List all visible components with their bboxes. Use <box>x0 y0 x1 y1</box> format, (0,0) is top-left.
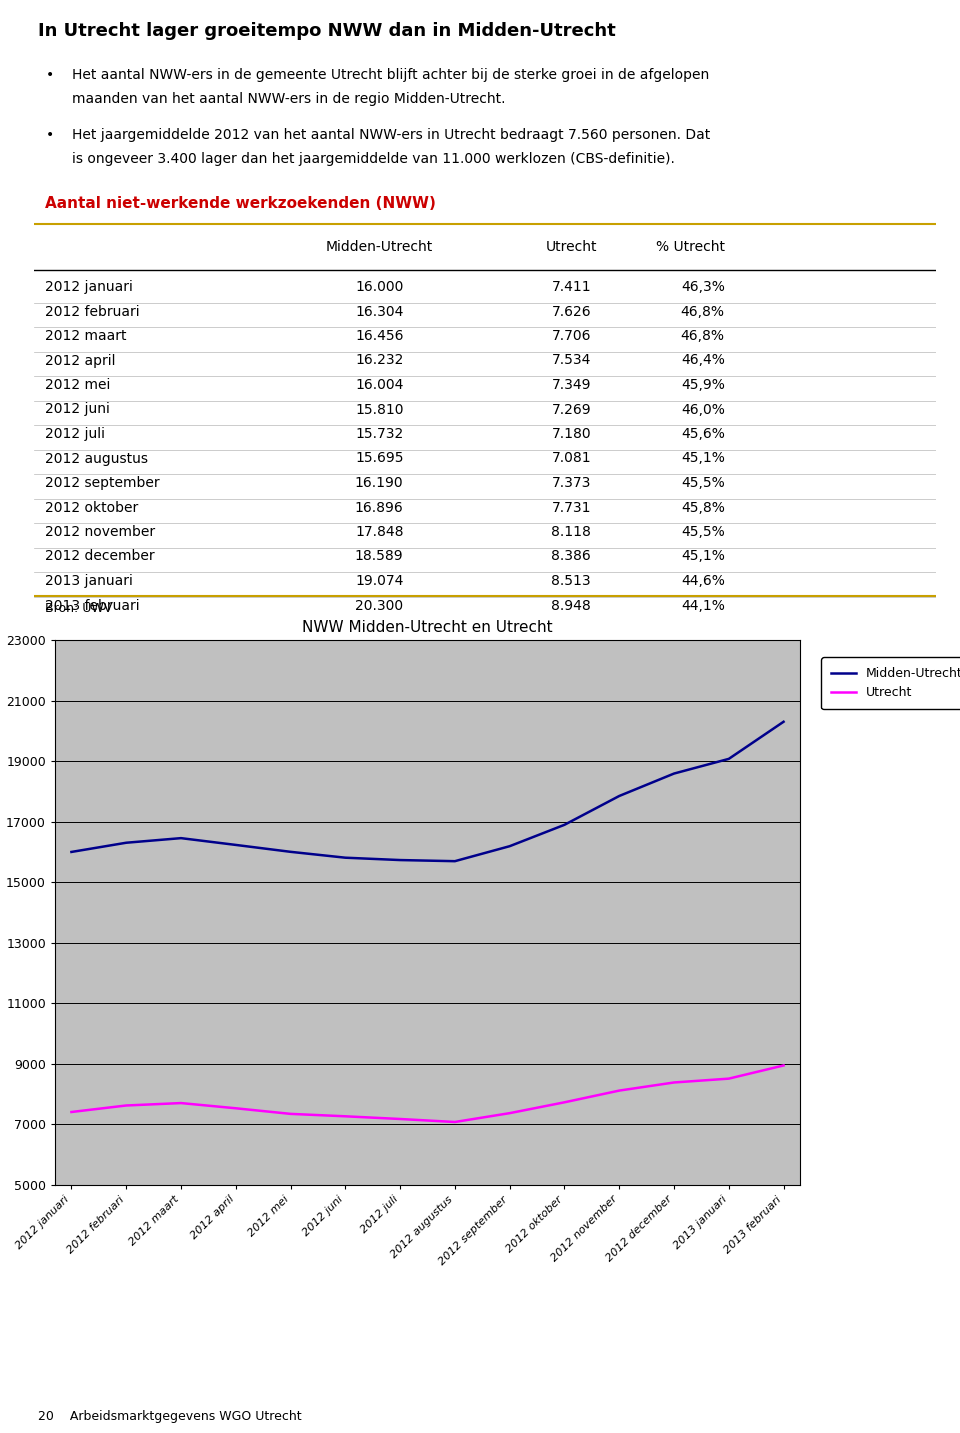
Text: 45,8%: 45,8% <box>681 500 725 514</box>
Text: Midden-Utrecht: Midden-Utrecht <box>325 239 433 254</box>
Text: 2012 juni: 2012 juni <box>45 403 110 417</box>
Text: 7.269: 7.269 <box>551 403 591 417</box>
Text: 2012 juli: 2012 juli <box>45 427 106 441</box>
Text: 45,1%: 45,1% <box>681 549 725 563</box>
Text: 2012 december: 2012 december <box>45 549 155 563</box>
Text: 2012 februari: 2012 februari <box>45 304 140 318</box>
Text: 7.081: 7.081 <box>551 451 591 466</box>
Text: 2012 maart: 2012 maart <box>45 330 127 342</box>
Text: is ongeveer 3.400 lager dan het jaargemiddelde van 11.000 werklozen (CBS-definit: is ongeveer 3.400 lager dan het jaargemi… <box>72 152 675 166</box>
Text: 45,5%: 45,5% <box>681 524 725 539</box>
Text: 7.349: 7.349 <box>551 378 591 393</box>
Text: 16.304: 16.304 <box>355 304 403 318</box>
Text: 2012 augustus: 2012 augustus <box>45 451 148 466</box>
Text: 17.848: 17.848 <box>355 524 403 539</box>
Text: 19.074: 19.074 <box>355 575 403 588</box>
Text: % Utrecht: % Utrecht <box>656 239 725 254</box>
Text: 15.732: 15.732 <box>355 427 403 441</box>
Text: 46,4%: 46,4% <box>681 354 725 367</box>
Text: 15.810: 15.810 <box>355 403 403 417</box>
Text: 2013 januari: 2013 januari <box>45 575 133 588</box>
Text: 45,5%: 45,5% <box>681 476 725 490</box>
Text: 46,0%: 46,0% <box>681 403 725 417</box>
Text: 7.706: 7.706 <box>551 330 591 342</box>
Text: 2012 mei: 2012 mei <box>45 378 110 393</box>
Text: 18.589: 18.589 <box>355 549 403 563</box>
Text: 45,1%: 45,1% <box>681 451 725 466</box>
Text: 46,8%: 46,8% <box>681 330 725 342</box>
Text: 7.534: 7.534 <box>551 354 591 367</box>
Text: 16.000: 16.000 <box>355 279 403 294</box>
Text: Utrecht: Utrecht <box>545 239 597 254</box>
Text: 2012 januari: 2012 januari <box>45 279 133 294</box>
Text: 44,6%: 44,6% <box>681 575 725 588</box>
Text: 16.004: 16.004 <box>355 378 403 393</box>
Text: 7.180: 7.180 <box>551 427 591 441</box>
Text: 16.456: 16.456 <box>355 330 403 342</box>
Text: 8.118: 8.118 <box>551 524 591 539</box>
Text: 2012 september: 2012 september <box>45 476 159 490</box>
Legend: Midden-Utrecht, Utrecht: Midden-Utrecht, Utrecht <box>821 658 960 709</box>
Text: Bron: UWV: Bron: UWV <box>45 602 112 615</box>
Text: •: • <box>46 67 55 82</box>
Text: In Utrecht lager groeitempo NWW dan in Midden-Utrecht: In Utrecht lager groeitempo NWW dan in M… <box>38 21 616 40</box>
Text: 2012 november: 2012 november <box>45 524 156 539</box>
Text: 7.731: 7.731 <box>551 500 591 514</box>
Text: 16.232: 16.232 <box>355 354 403 367</box>
Title: NWW Midden-Utrecht en Utrecht: NWW Midden-Utrecht en Utrecht <box>302 619 553 635</box>
Text: 2012 april: 2012 april <box>45 354 115 367</box>
Text: 8.513: 8.513 <box>551 575 591 588</box>
Text: 7.626: 7.626 <box>551 304 591 318</box>
Text: •: • <box>46 128 55 142</box>
Text: 46,3%: 46,3% <box>681 279 725 294</box>
Text: maanden van het aantal NWW-ers in de regio Midden-Utrecht.: maanden van het aantal NWW-ers in de reg… <box>72 92 506 106</box>
Text: 16.190: 16.190 <box>355 476 403 490</box>
Text: Aantal niet-werkende werkzoekenden (NWW): Aantal niet-werkende werkzoekenden (NWW) <box>45 196 436 211</box>
Text: 46,8%: 46,8% <box>681 304 725 318</box>
Text: 7.373: 7.373 <box>551 476 591 490</box>
Text: 15.695: 15.695 <box>355 451 403 466</box>
Text: 20.300: 20.300 <box>355 599 403 612</box>
Text: 16.896: 16.896 <box>355 500 403 514</box>
Text: 7.411: 7.411 <box>551 279 591 294</box>
Text: 8.948: 8.948 <box>551 599 591 612</box>
Text: 8.386: 8.386 <box>551 549 591 563</box>
Text: Het jaargemiddelde 2012 van het aantal NWW-ers in Utrecht bedraagt 7.560 persone: Het jaargemiddelde 2012 van het aantal N… <box>72 128 710 142</box>
Text: 45,6%: 45,6% <box>681 427 725 441</box>
Text: Het aantal NWW-ers in de gemeente Utrecht blijft achter bij de sterke groei in d: Het aantal NWW-ers in de gemeente Utrech… <box>72 67 709 82</box>
Text: 45,9%: 45,9% <box>681 378 725 393</box>
Text: 2012 oktober: 2012 oktober <box>45 500 138 514</box>
Text: 2013 februari: 2013 februari <box>45 599 140 612</box>
Text: 44,1%: 44,1% <box>681 599 725 612</box>
Text: 20    Arbeidsmarktgegevens WGO Utrecht: 20 Arbeidsmarktgegevens WGO Utrecht <box>38 1410 302 1423</box>
